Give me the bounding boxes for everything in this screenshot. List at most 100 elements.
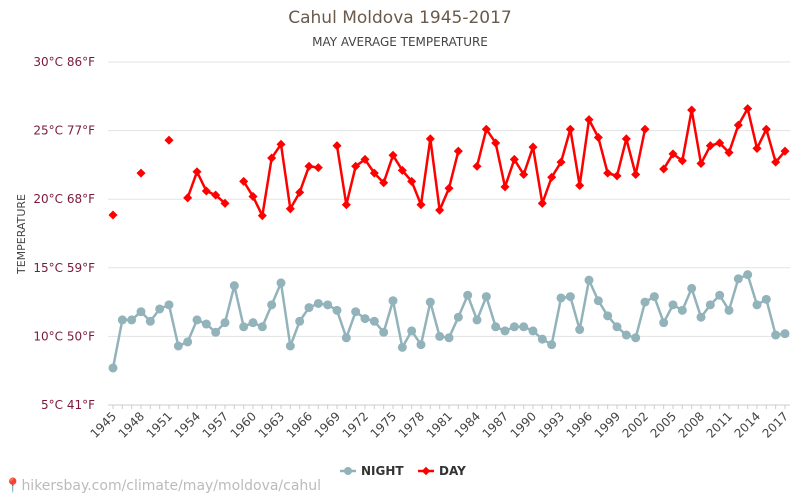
x-tick-label: 1954: [172, 409, 203, 440]
day-point: [705, 141, 715, 151]
day-point: [313, 163, 323, 173]
night-point: [687, 283, 697, 293]
y-axis-label: TEMPERATURE: [15, 194, 28, 275]
legend-night-label: NIGHT: [361, 464, 404, 478]
night-point: [164, 300, 174, 310]
x-tick-label: 1975: [368, 409, 399, 440]
night-point: [192, 315, 202, 325]
x-tick-label: 2002: [620, 409, 651, 440]
night-point: [155, 304, 165, 314]
x-tick-label: 1990: [508, 409, 539, 440]
day-point: [537, 198, 547, 208]
night-point: [584, 275, 594, 285]
day-point: [136, 168, 146, 178]
x-tick-label: 1960: [228, 409, 259, 440]
y-tick-label: 30°C 86°F: [33, 55, 95, 69]
night-point: [276, 278, 286, 288]
night-point: [519, 322, 529, 332]
night-point: [341, 333, 351, 343]
day-point: [183, 193, 193, 203]
night-point: [407, 326, 417, 336]
night-series-line: [111, 273, 786, 369]
night-point: [285, 341, 295, 351]
day-point: [677, 156, 687, 166]
x-tick-label: 2017: [760, 409, 791, 440]
night-point: [183, 337, 193, 347]
night-point: [239, 322, 249, 332]
footer-link[interactable]: 📍hikersbay.com/climate/may/moldova/cahul: [4, 478, 321, 494]
night-point: [631, 333, 641, 343]
day-point: [593, 132, 603, 142]
night-point: [295, 316, 305, 326]
night-point: [304, 303, 314, 313]
x-tick-label: 1981: [424, 409, 455, 440]
night-point: [313, 298, 323, 308]
night-point: [621, 330, 631, 340]
night-point: [547, 340, 557, 350]
x-tick-label: 1993: [536, 409, 567, 440]
day-point: [416, 200, 426, 210]
x-tick-label: 1984: [452, 409, 483, 440]
night-point: [715, 290, 725, 300]
day-point: [351, 161, 361, 171]
night-point: [108, 363, 118, 373]
night-point: [752, 300, 762, 310]
day-point: [248, 191, 258, 201]
day-point: [108, 210, 118, 220]
day-point: [332, 141, 342, 151]
x-tick-label: 2008: [676, 409, 707, 440]
day-point: [295, 187, 305, 197]
night-point: [705, 300, 715, 310]
day-point: [603, 168, 613, 178]
y-tick-label: 10°C 50°F: [33, 329, 95, 343]
x-tick-label: 1972: [340, 409, 371, 440]
x-tick-label: 1966: [284, 409, 315, 440]
day-point: [687, 105, 697, 115]
day-point: [612, 171, 622, 181]
night-point: [379, 327, 389, 337]
night-point: [537, 334, 547, 344]
x-tick-label: 1999: [592, 409, 623, 440]
night-point: [724, 305, 734, 315]
night-point: [220, 318, 230, 328]
day-point: [257, 211, 267, 221]
x-tick-label: 1996: [564, 409, 595, 440]
footer-url: hikersbay.com/climate/may/moldova/cahul: [21, 478, 322, 494]
day-point: [640, 124, 650, 134]
y-tick-label: 20°C 68°F: [33, 192, 95, 206]
night-point: [780, 329, 790, 339]
night-point: [173, 341, 183, 351]
night-point: [435, 331, 445, 341]
day-point: [453, 146, 463, 156]
day-point: [752, 143, 762, 153]
day-point: [341, 200, 351, 210]
night-point: [397, 342, 407, 352]
day-series-line: [242, 143, 319, 217]
legend-day-label: DAY: [439, 464, 466, 478]
night-point: [453, 312, 463, 322]
day-point: [304, 161, 314, 171]
night-point: [117, 315, 127, 325]
day-series-line: [662, 107, 786, 170]
night-point: [444, 333, 454, 343]
x-tick-label: 1957: [200, 409, 231, 440]
day-point: [267, 153, 277, 163]
day-point: [733, 120, 743, 130]
location-pin-icon: 📍: [4, 478, 22, 494]
day-point: [407, 176, 417, 186]
x-tick-label: 2005: [648, 409, 679, 440]
y-tick-label: 25°C 77°F: [33, 124, 95, 138]
night-point: [528, 326, 538, 336]
night-point: [565, 292, 575, 302]
night-point: [267, 300, 277, 310]
night-point: [127, 315, 137, 325]
legend-day-marker: [421, 466, 431, 476]
night-point: [509, 322, 519, 332]
night-point: [351, 307, 361, 317]
night-point: [145, 316, 155, 326]
night-point: [472, 315, 482, 325]
night-point: [743, 270, 753, 280]
day-point: [201, 186, 211, 196]
day-point: [500, 182, 510, 192]
